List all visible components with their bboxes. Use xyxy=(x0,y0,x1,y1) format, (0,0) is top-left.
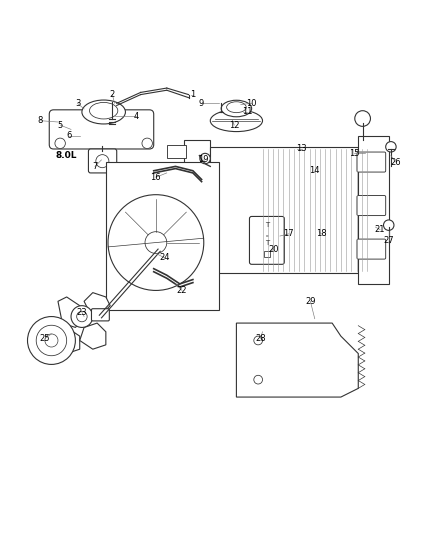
Text: 16: 16 xyxy=(151,173,161,182)
FancyBboxPatch shape xyxy=(167,254,186,266)
Text: 28: 28 xyxy=(255,334,266,343)
Text: o: o xyxy=(265,234,268,238)
Text: 19: 19 xyxy=(198,156,209,164)
FancyBboxPatch shape xyxy=(167,180,186,192)
FancyBboxPatch shape xyxy=(49,110,154,149)
Text: 8.0L: 8.0L xyxy=(56,151,78,160)
Text: 22: 22 xyxy=(177,286,187,295)
Text: 17: 17 xyxy=(283,229,294,238)
Ellipse shape xyxy=(221,100,252,117)
Text: 23: 23 xyxy=(77,308,87,317)
Text: 26: 26 xyxy=(390,158,401,166)
FancyBboxPatch shape xyxy=(210,147,358,273)
FancyBboxPatch shape xyxy=(357,239,386,259)
FancyBboxPatch shape xyxy=(184,140,210,279)
Circle shape xyxy=(254,336,262,345)
Text: 2: 2 xyxy=(110,90,115,99)
Circle shape xyxy=(77,311,87,322)
Circle shape xyxy=(108,195,204,290)
Ellipse shape xyxy=(226,102,246,112)
FancyBboxPatch shape xyxy=(106,162,219,310)
Circle shape xyxy=(36,325,67,356)
Circle shape xyxy=(142,138,152,149)
Circle shape xyxy=(200,154,210,164)
Text: 21: 21 xyxy=(375,225,385,234)
Text: 24: 24 xyxy=(159,253,170,262)
Text: 27: 27 xyxy=(383,236,394,245)
Text: 20: 20 xyxy=(268,245,279,254)
Text: 9: 9 xyxy=(199,99,204,108)
FancyBboxPatch shape xyxy=(92,309,110,321)
Ellipse shape xyxy=(82,100,125,124)
FancyBboxPatch shape xyxy=(88,149,117,173)
Circle shape xyxy=(28,317,75,365)
Text: 10: 10 xyxy=(247,99,257,108)
Text: 15: 15 xyxy=(349,149,359,158)
Ellipse shape xyxy=(210,110,262,132)
Text: T: T xyxy=(265,239,269,246)
Polygon shape xyxy=(53,327,80,353)
FancyBboxPatch shape xyxy=(264,251,270,257)
Circle shape xyxy=(55,138,65,149)
Text: 1: 1 xyxy=(190,90,195,99)
Polygon shape xyxy=(84,293,110,314)
Ellipse shape xyxy=(89,102,118,119)
Text: 3: 3 xyxy=(75,99,80,108)
Text: 14: 14 xyxy=(310,166,320,175)
Text: 11: 11 xyxy=(242,108,253,117)
Polygon shape xyxy=(58,297,84,327)
Circle shape xyxy=(45,334,58,347)
FancyBboxPatch shape xyxy=(167,144,186,158)
Circle shape xyxy=(254,375,262,384)
Text: T: T xyxy=(265,222,269,228)
Text: 18: 18 xyxy=(316,229,327,238)
Polygon shape xyxy=(80,323,106,349)
Circle shape xyxy=(71,305,93,327)
Polygon shape xyxy=(237,323,358,397)
Text: 29: 29 xyxy=(305,297,316,306)
Text: 5: 5 xyxy=(57,120,63,130)
FancyBboxPatch shape xyxy=(357,152,386,172)
Circle shape xyxy=(145,232,167,254)
FancyBboxPatch shape xyxy=(250,216,284,264)
Text: 6: 6 xyxy=(66,132,71,140)
Text: 12: 12 xyxy=(229,120,240,130)
FancyBboxPatch shape xyxy=(358,136,389,284)
Circle shape xyxy=(384,220,394,230)
Circle shape xyxy=(96,155,109,168)
FancyBboxPatch shape xyxy=(357,196,386,215)
Text: 4: 4 xyxy=(134,112,139,121)
Text: 8: 8 xyxy=(38,116,43,125)
FancyBboxPatch shape xyxy=(167,223,186,236)
Text: 7: 7 xyxy=(92,162,98,171)
Text: 25: 25 xyxy=(40,334,50,343)
Circle shape xyxy=(386,142,396,152)
Text: 13: 13 xyxy=(297,144,307,154)
Circle shape xyxy=(355,111,371,126)
